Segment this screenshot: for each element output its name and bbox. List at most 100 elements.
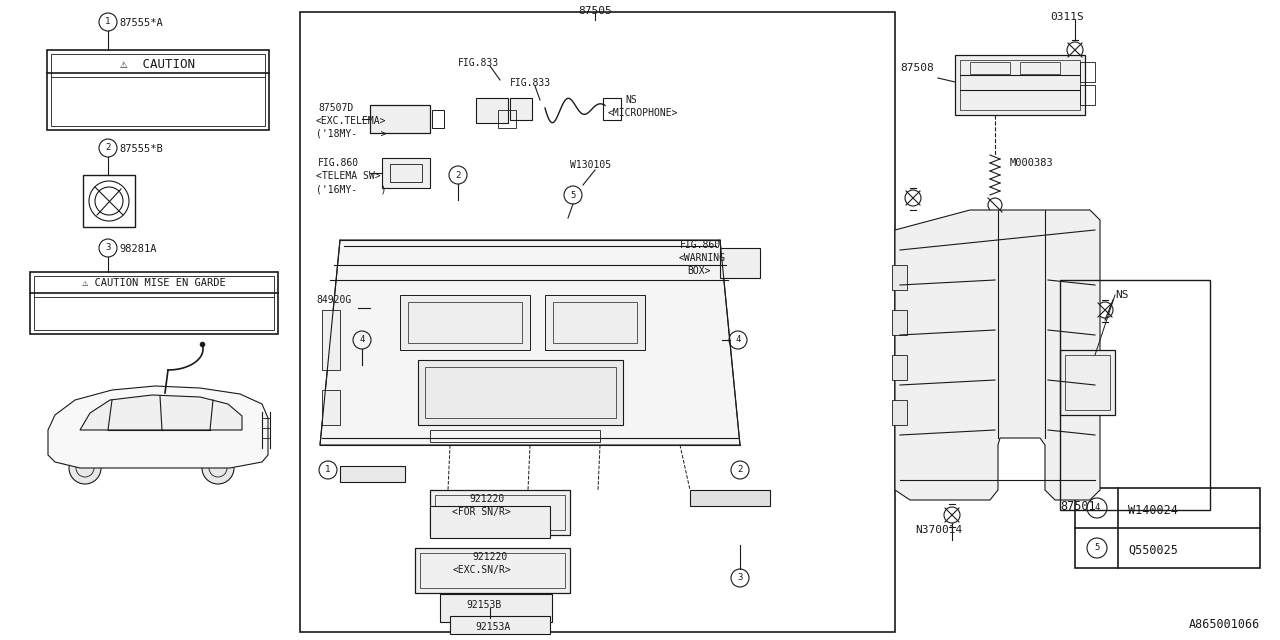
Bar (1065, 355, 1110, 410)
Text: <FOR SN/R>: <FOR SN/R> (452, 507, 511, 517)
Bar (1060, 280, 1210, 510)
Text: <EXC.TELEMA>: <EXC.TELEMA> (316, 116, 387, 126)
Text: FIG.833: FIG.833 (509, 78, 552, 88)
Text: 87501: 87501 (1060, 500, 1096, 513)
Bar (435, 495, 564, 530)
Text: 87505: 87505 (579, 6, 612, 16)
Bar (35, 276, 274, 330)
Circle shape (69, 452, 101, 484)
Text: A865001066: A865001066 (1189, 618, 1260, 631)
Bar (476, 98, 508, 123)
Bar (323, 310, 340, 370)
Circle shape (202, 452, 234, 484)
Bar (1080, 62, 1094, 82)
Bar (1075, 488, 1260, 568)
Bar (390, 164, 422, 182)
Bar (440, 594, 552, 622)
Text: 87507D: 87507D (317, 103, 353, 113)
Text: 2: 2 (456, 170, 461, 179)
Bar (430, 506, 550, 538)
Bar (419, 360, 623, 425)
Text: ('16MY-    ): ('16MY- ) (316, 184, 387, 194)
Text: 2: 2 (737, 465, 742, 474)
Bar (553, 302, 637, 343)
Bar (430, 490, 570, 535)
Bar (51, 54, 265, 126)
Bar (323, 390, 340, 425)
Polygon shape (895, 210, 1100, 500)
Text: 1: 1 (105, 17, 110, 26)
Text: NS: NS (625, 95, 636, 105)
Bar (498, 110, 516, 128)
Text: W130105: W130105 (570, 160, 611, 170)
Bar (1080, 85, 1094, 105)
Text: FIG.860: FIG.860 (680, 240, 721, 250)
Text: 92153B: 92153B (466, 600, 502, 610)
Bar (960, 60, 1080, 110)
Bar (381, 158, 430, 188)
Text: W140024: W140024 (1128, 504, 1178, 517)
Bar (892, 355, 908, 380)
Text: 921220: 921220 (472, 552, 508, 562)
Text: 4: 4 (735, 335, 741, 344)
Bar (433, 110, 444, 128)
Text: ('18MY-    >: ('18MY- > (316, 129, 387, 139)
Bar (955, 55, 1085, 115)
Bar (690, 490, 771, 506)
Text: 3: 3 (105, 243, 110, 253)
Text: <EXC.SN/R>: <EXC.SN/R> (453, 565, 512, 575)
Text: 3: 3 (737, 573, 742, 582)
Bar (408, 302, 522, 343)
Text: 87508: 87508 (900, 63, 933, 73)
Bar (892, 265, 908, 290)
Text: 87555*A: 87555*A (119, 18, 163, 28)
Bar (47, 50, 269, 130)
Bar (399, 295, 530, 350)
Polygon shape (320, 240, 740, 445)
Bar (340, 466, 404, 482)
Text: <MICROPHONE>: <MICROPHONE> (608, 108, 678, 118)
Text: <WARNING: <WARNING (678, 253, 726, 263)
Text: 87555*B: 87555*B (119, 144, 163, 154)
Bar (451, 616, 550, 634)
Text: NS: NS (1115, 290, 1129, 300)
Bar (892, 310, 908, 335)
Text: 921220: 921220 (470, 494, 504, 504)
Polygon shape (79, 395, 242, 430)
Bar (29, 272, 278, 334)
Text: BOX>: BOX> (687, 266, 710, 276)
Text: ⚠  CAUTION: ⚠ CAUTION (120, 58, 196, 71)
Bar (300, 12, 895, 632)
Text: 4: 4 (1094, 504, 1100, 513)
Bar (719, 248, 760, 278)
Text: 92153A: 92153A (475, 622, 511, 632)
Bar (420, 553, 564, 588)
Bar (1060, 350, 1115, 415)
Text: 84920G: 84920G (316, 295, 351, 305)
Text: 98281A: 98281A (119, 244, 156, 254)
Text: <TELEMA SW>: <TELEMA SW> (316, 171, 380, 181)
Bar (370, 105, 430, 133)
Bar (430, 430, 600, 442)
Text: FIG.833: FIG.833 (458, 58, 499, 68)
Bar (970, 62, 1010, 74)
Polygon shape (49, 386, 268, 468)
Text: M000383: M000383 (1010, 158, 1053, 168)
Text: 1: 1 (325, 465, 330, 474)
Text: 0311S: 0311S (1050, 12, 1084, 22)
Text: FIG.860: FIG.860 (317, 158, 360, 168)
Bar (1020, 62, 1060, 74)
Bar (545, 295, 645, 350)
Bar (509, 98, 532, 120)
Bar (892, 400, 908, 425)
Bar (83, 175, 134, 227)
Text: ⚠ CAUTION MISE EN GARDE: ⚠ CAUTION MISE EN GARDE (82, 278, 225, 288)
Text: 4: 4 (360, 335, 365, 344)
Text: Q550025: Q550025 (1128, 544, 1178, 557)
Text: N370014: N370014 (915, 525, 963, 535)
Text: 5: 5 (1094, 543, 1100, 552)
Bar (603, 98, 621, 120)
Text: 2: 2 (105, 143, 110, 152)
Text: 5: 5 (571, 191, 576, 200)
Bar (425, 367, 616, 418)
